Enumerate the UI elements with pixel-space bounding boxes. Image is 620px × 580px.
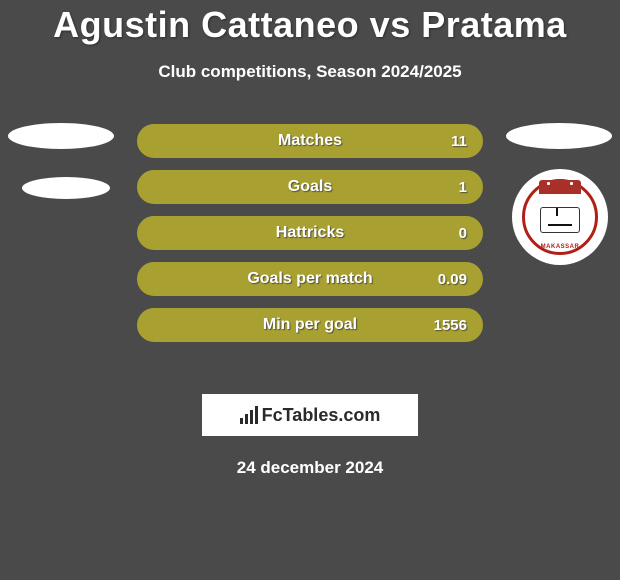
club-badge-ring: MAKASSAR <box>522 179 598 255</box>
player-right-column: MAKASSAR <box>506 124 612 265</box>
stat-label: Goals <box>288 178 332 196</box>
stat-label: Goals per match <box>247 270 372 288</box>
stat-label: Matches <box>278 132 342 150</box>
subtitle: Club competitions, Season 2024/2025 <box>0 62 620 82</box>
stat-label: Hattricks <box>276 224 344 242</box>
stat-row-matches: Matches 11 <box>137 124 483 158</box>
page-title: Agustin Cattaneo vs Pratama <box>0 4 620 46</box>
placeholder-oval <box>506 123 612 149</box>
placeholder-oval <box>22 177 110 199</box>
stats-area: MAKASSAR Matches 11 Goals 1 Hattricks 0 … <box>0 124 620 374</box>
branding-box[interactable]: FcTables.com <box>202 394 418 436</box>
placeholder-oval <box>8 123 114 149</box>
stat-value: 0 <box>459 225 467 242</box>
comparison-widget: Agustin Cattaneo vs Pratama Club competi… <box>0 0 620 478</box>
ship-icon <box>548 214 572 226</box>
stat-rows: Matches 11 Goals 1 Hattricks 0 Goals per… <box>137 124 483 342</box>
bar-chart-icon <box>240 406 258 424</box>
club-badge: MAKASSAR <box>512 169 608 265</box>
player-left-placeholder <box>8 124 114 199</box>
branding-text: FcTables.com <box>262 405 381 426</box>
stat-row-goals-per-match: Goals per match 0.09 <box>137 262 483 296</box>
stat-value: 0.09 <box>438 271 467 288</box>
club-badge-label: MAKASSAR <box>541 244 580 250</box>
date-label: 24 december 2024 <box>0 458 620 478</box>
stat-label: Min per goal <box>263 316 357 334</box>
stat-value: 1556 <box>434 317 467 334</box>
stat-value: 11 <box>451 133 467 150</box>
club-badge-center-icon <box>540 207 580 233</box>
stat-row-hattricks: Hattricks 0 <box>137 216 483 250</box>
stat-row-goals: Goals 1 <box>137 170 483 204</box>
club-badge-top-icon <box>539 180 581 194</box>
stat-row-min-per-goal: Min per goal 1556 <box>137 308 483 342</box>
stat-value: 1 <box>459 179 467 196</box>
